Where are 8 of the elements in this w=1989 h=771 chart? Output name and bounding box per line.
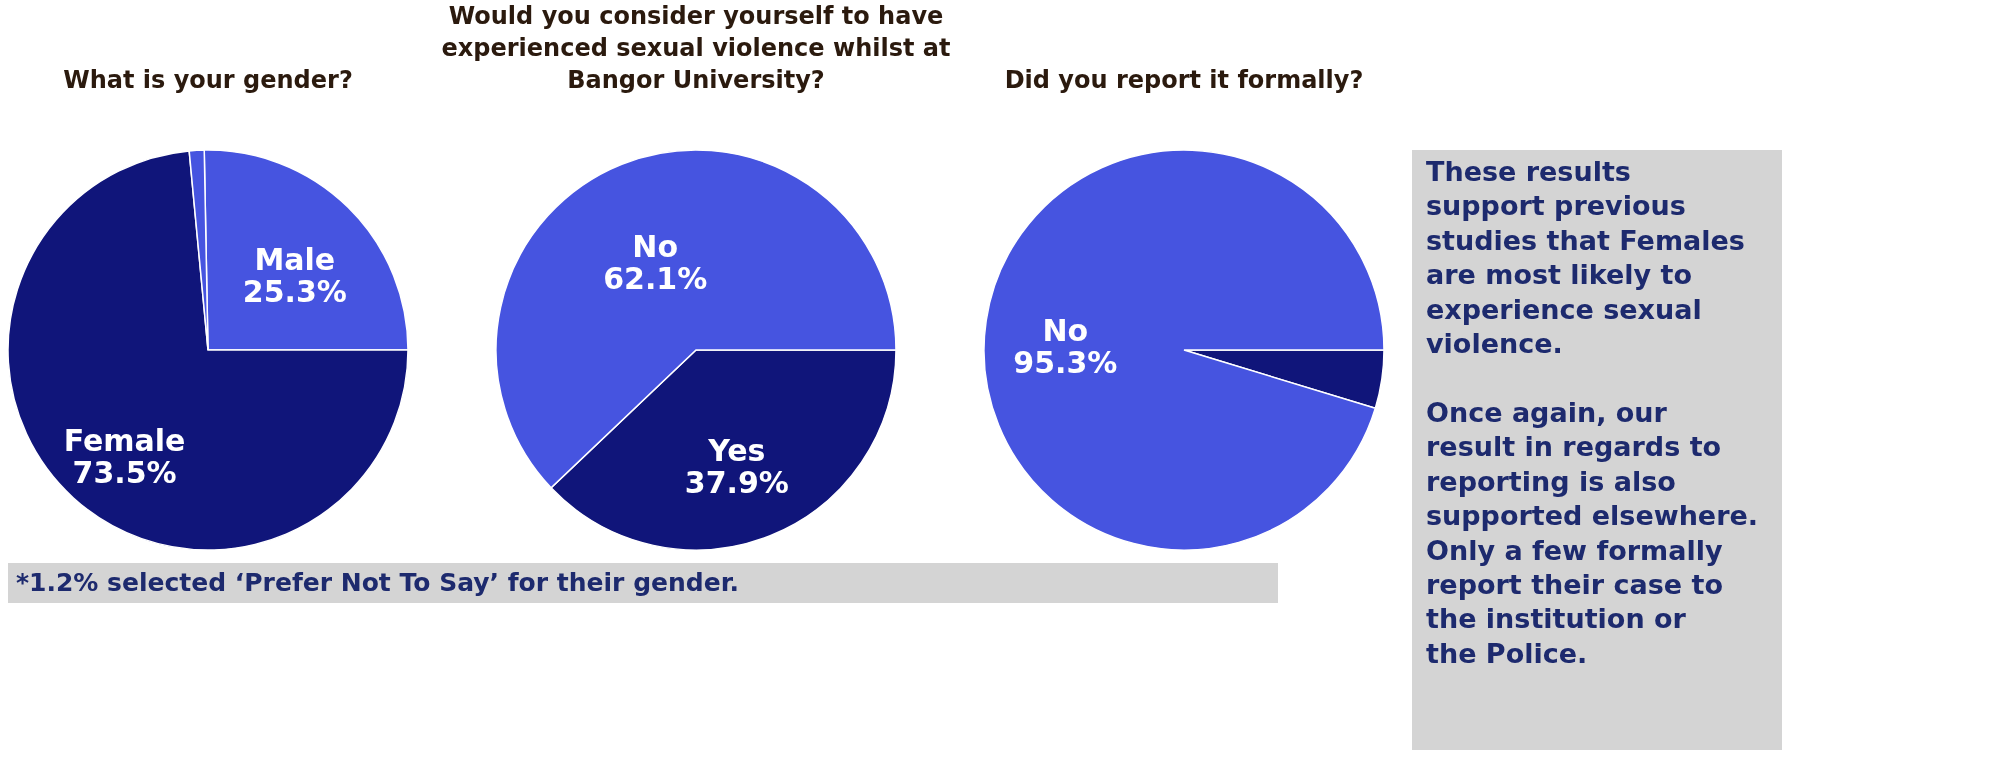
text: These results support previous studies that Females are most likely to experience sexual violence. [1426,156,1745,360]
text: *1.2% selected ‘Prefer Not To Say’ for their gender. [16,568,739,597]
pie-slice [7,150,409,551]
pie-slice [983,149,1385,551]
chart-title: Would you consider yourself to have experienced sexual violence whilst at Bangor University? [441,2,951,94]
chart-title: Did you report it formally? [1004,66,1364,94]
text: Once again, our result in regards to reporting is also supported elsewhere. Only a few formally report their case to the institution or the Police. [1426,396,1759,669]
chart-title: What is your gender? [63,66,353,94]
